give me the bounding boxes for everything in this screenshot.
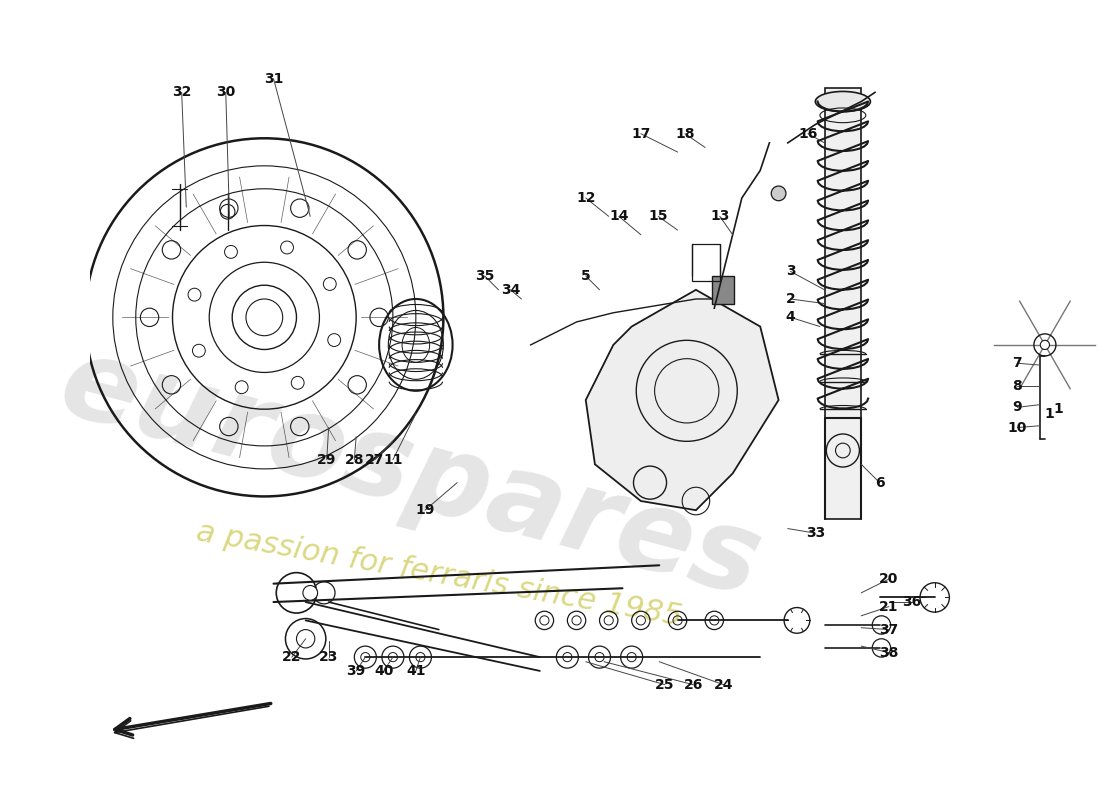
Text: 2: 2: [785, 292, 795, 306]
Text: 17: 17: [631, 126, 650, 141]
Circle shape: [388, 653, 397, 662]
Text: 34: 34: [500, 283, 520, 297]
Text: a passion for ferraris since 1985: a passion for ferraris since 1985: [194, 518, 684, 631]
Text: 27: 27: [365, 453, 384, 466]
Text: 21: 21: [879, 600, 899, 614]
Polygon shape: [585, 290, 779, 510]
Text: 31: 31: [264, 71, 283, 86]
Bar: [692, 244, 719, 281]
Text: 37: 37: [879, 622, 899, 637]
Text: 24: 24: [714, 678, 734, 692]
Text: 22: 22: [282, 650, 301, 664]
Text: 15: 15: [649, 210, 668, 223]
Text: 33: 33: [805, 526, 825, 540]
Circle shape: [302, 586, 318, 600]
Text: 4: 4: [785, 310, 795, 324]
Circle shape: [416, 653, 425, 662]
Text: 9: 9: [1012, 400, 1022, 414]
Text: 5: 5: [581, 269, 591, 283]
Text: 40: 40: [374, 664, 394, 678]
Circle shape: [1041, 340, 1049, 350]
Text: eurospares: eurospares: [50, 326, 773, 620]
Ellipse shape: [815, 91, 870, 112]
Text: 41: 41: [406, 664, 426, 678]
Text: 28: 28: [344, 453, 364, 466]
Text: 10: 10: [1008, 421, 1027, 434]
Circle shape: [627, 653, 636, 662]
Text: 7: 7: [1012, 356, 1022, 370]
Text: 36: 36: [902, 595, 922, 609]
Text: 6: 6: [874, 476, 884, 490]
Text: 39: 39: [346, 664, 366, 678]
Text: 26: 26: [683, 678, 703, 692]
Text: 29: 29: [317, 453, 337, 466]
Bar: [825, 88, 861, 519]
Circle shape: [361, 653, 370, 662]
Text: 30: 30: [216, 86, 235, 99]
Text: 11: 11: [383, 453, 403, 466]
Text: 23: 23: [319, 650, 339, 664]
Text: 35: 35: [475, 269, 494, 283]
Text: 3: 3: [785, 265, 795, 278]
Bar: [712, 276, 734, 303]
Text: 25: 25: [654, 678, 674, 692]
Text: 1: 1: [1054, 402, 1064, 416]
Text: 13: 13: [711, 210, 729, 223]
Text: 1: 1: [1045, 406, 1055, 421]
Text: 12: 12: [576, 191, 595, 205]
Text: 38: 38: [879, 646, 899, 659]
Text: 32: 32: [172, 86, 191, 99]
Text: 16: 16: [799, 126, 817, 141]
Text: 18: 18: [675, 126, 695, 141]
Text: 8: 8: [1012, 379, 1022, 394]
Circle shape: [771, 186, 785, 201]
Text: 20: 20: [879, 572, 899, 586]
Circle shape: [595, 653, 604, 662]
Text: 14: 14: [609, 210, 628, 223]
Circle shape: [563, 653, 572, 662]
Text: 19: 19: [416, 503, 434, 517]
